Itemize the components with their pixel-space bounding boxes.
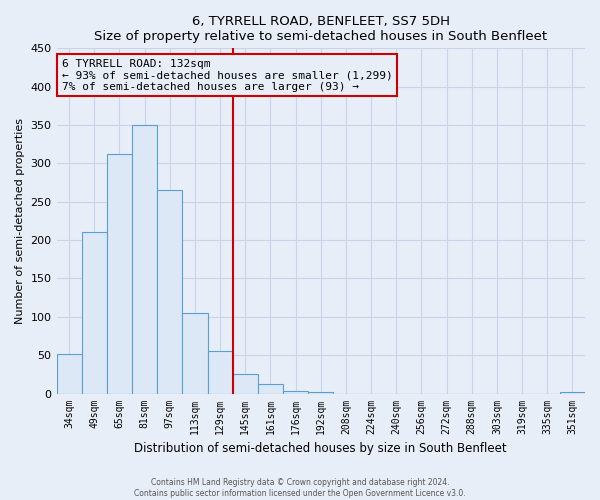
Bar — [56, 354, 82, 394]
Y-axis label: Number of semi-detached properties: Number of semi-detached properties — [15, 118, 25, 324]
Text: Contains HM Land Registry data © Crown copyright and database right 2024.
Contai: Contains HM Land Registry data © Crown c… — [134, 478, 466, 498]
Bar — [560, 392, 585, 394]
X-axis label: Distribution of semi-detached houses by size in South Benfleet: Distribution of semi-detached houses by … — [134, 442, 507, 455]
Bar — [258, 384, 283, 394]
Bar — [157, 190, 182, 394]
Bar — [132, 125, 157, 394]
Text: 6 TYRRELL ROAD: 132sqm
← 93% of semi-detached houses are smaller (1,299)
7% of s: 6 TYRRELL ROAD: 132sqm ← 93% of semi-det… — [62, 58, 392, 92]
Bar — [82, 232, 107, 394]
Bar — [208, 352, 233, 394]
Bar — [308, 392, 334, 394]
Bar — [283, 392, 308, 394]
Bar — [233, 374, 258, 394]
Bar — [182, 313, 208, 394]
Title: 6, TYRRELL ROAD, BENFLEET, SS7 5DH
Size of property relative to semi-detached ho: 6, TYRRELL ROAD, BENFLEET, SS7 5DH Size … — [94, 15, 547, 43]
Bar — [107, 154, 132, 394]
